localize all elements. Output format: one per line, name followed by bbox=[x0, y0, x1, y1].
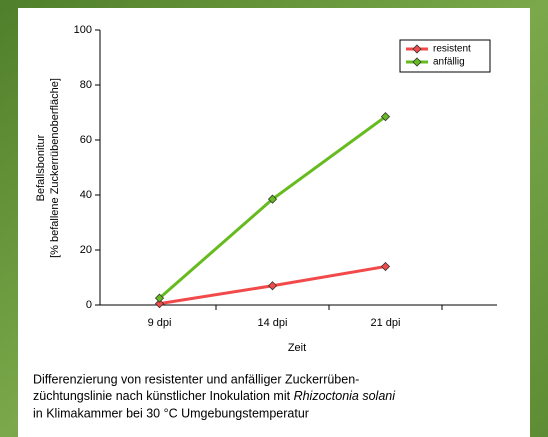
legend-label: anfällig bbox=[433, 57, 465, 68]
x-axis-title: Zeit bbox=[288, 342, 306, 354]
y-tick-label: 60 bbox=[80, 134, 92, 146]
caption-italic: Rhizoctonia solani bbox=[294, 389, 397, 403]
screen: Zeit Befallsbonitur [% befallene Zuckerr… bbox=[0, 0, 548, 437]
y-axis-title: [% befallene Zuckerrübenoberfläche] bbox=[49, 78, 61, 258]
y-tick-label: 0 bbox=[86, 299, 92, 311]
y-tick-label: 100 bbox=[74, 24, 92, 36]
y-tick-label: 20 bbox=[80, 244, 92, 256]
caption-line: in Klimakammer bei 30 °C Umgebungstemper… bbox=[33, 406, 309, 420]
y-tick-label: 40 bbox=[80, 189, 92, 201]
y-axis-title: Befallsbonitur bbox=[35, 134, 47, 201]
caption-line: züchtungslinie nach künstlicher Inokulat… bbox=[33, 389, 396, 403]
legend-label: resistent bbox=[433, 44, 471, 55]
caption-line: Differenzierung von resistenter und anfä… bbox=[33, 372, 359, 386]
caption-text: züchtungslinie nach künstlicher Inokulat… bbox=[33, 389, 294, 403]
x-tick-label: 21 dpi bbox=[371, 317, 401, 329]
x-tick-label: 9 dpi bbox=[148, 317, 172, 329]
y-tick-label: 80 bbox=[80, 79, 92, 91]
x-tick-label: 14 dpi bbox=[258, 317, 288, 329]
